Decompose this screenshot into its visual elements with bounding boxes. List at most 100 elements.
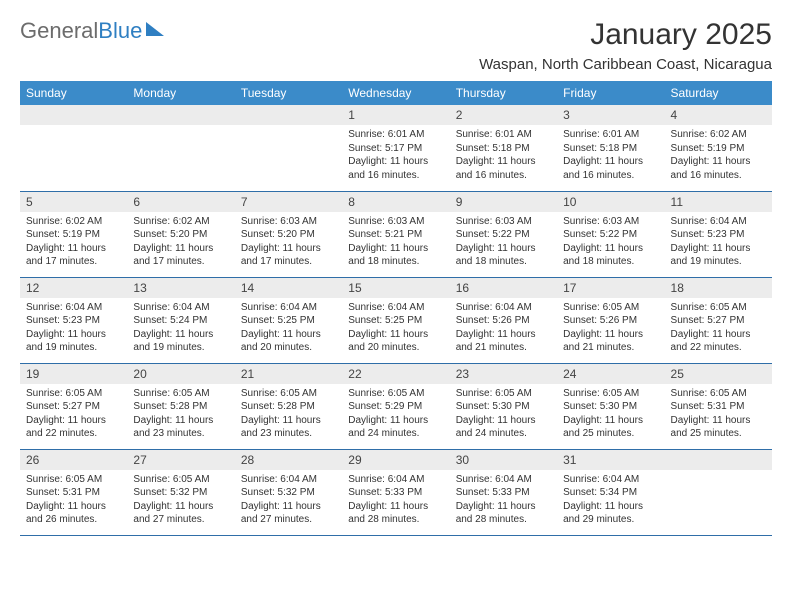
daylight-line: Daylight: 11 hours and 28 minutes.: [348, 500, 443, 527]
sunset-line: Sunset: 5:20 PM: [241, 228, 336, 242]
sunrise-line: Sunrise: 6:05 AM: [563, 301, 658, 315]
logo: GeneralBlue: [20, 18, 164, 44]
calendar-table: Sunday Monday Tuesday Wednesday Thursday…: [20, 81, 772, 536]
day-number: [127, 105, 234, 125]
daylight-line: Daylight: 11 hours and 18 minutes.: [456, 242, 551, 269]
day-number: 29: [342, 450, 449, 470]
weekday-header: Saturday: [665, 81, 772, 105]
sunset-line: Sunset: 5:22 PM: [456, 228, 551, 242]
sunrise-line: Sunrise: 6:05 AM: [26, 473, 121, 487]
day-number: 11: [665, 192, 772, 212]
calendar-cell: 21Sunrise: 6:05 AMSunset: 5:28 PMDayligh…: [235, 363, 342, 449]
sunset-line: Sunset: 5:29 PM: [348, 400, 443, 414]
sunrise-line: Sunrise: 6:01 AM: [563, 128, 658, 142]
daylight-line: Daylight: 11 hours and 17 minutes.: [241, 242, 336, 269]
sunrise-line: Sunrise: 6:04 AM: [348, 473, 443, 487]
day-number: [665, 450, 772, 470]
sunset-line: Sunset: 5:34 PM: [563, 486, 658, 500]
day-number: 13: [127, 278, 234, 298]
day-data: Sunrise: 6:03 AMSunset: 5:22 PMDaylight:…: [450, 212, 557, 273]
title-block: January 2025 Waspan, North Caribbean Coa…: [479, 18, 772, 73]
daylight-line: Daylight: 11 hours and 16 minutes.: [348, 155, 443, 182]
daylight-line: Daylight: 11 hours and 24 minutes.: [348, 414, 443, 441]
calendar-cell: 8Sunrise: 6:03 AMSunset: 5:21 PMDaylight…: [342, 191, 449, 277]
daylight-line: Daylight: 11 hours and 18 minutes.: [348, 242, 443, 269]
day-number: 22: [342, 364, 449, 384]
calendar-cell: 22Sunrise: 6:05 AMSunset: 5:29 PMDayligh…: [342, 363, 449, 449]
daylight-line: Daylight: 11 hours and 20 minutes.: [241, 328, 336, 355]
daylight-line: Daylight: 11 hours and 20 minutes.: [348, 328, 443, 355]
weekday-header: Friday: [557, 81, 664, 105]
day-number: 2: [450, 105, 557, 125]
daylight-line: Daylight: 11 hours and 16 minutes.: [671, 155, 766, 182]
sunset-line: Sunset: 5:27 PM: [671, 314, 766, 328]
sunrise-line: Sunrise: 6:05 AM: [133, 473, 228, 487]
day-number: 5: [20, 192, 127, 212]
sunrise-line: Sunrise: 6:05 AM: [133, 387, 228, 401]
daylight-line: Daylight: 11 hours and 16 minutes.: [563, 155, 658, 182]
day-number: 8: [342, 192, 449, 212]
daylight-line: Daylight: 11 hours and 27 minutes.: [133, 500, 228, 527]
day-data: [235, 125, 342, 175]
day-number: 14: [235, 278, 342, 298]
calendar-cell: 25Sunrise: 6:05 AMSunset: 5:31 PMDayligh…: [665, 363, 772, 449]
day-data: Sunrise: 6:04 AMSunset: 5:25 PMDaylight:…: [235, 298, 342, 359]
calendar-cell: 28Sunrise: 6:04 AMSunset: 5:32 PMDayligh…: [235, 449, 342, 535]
day-number: [20, 105, 127, 125]
calendar-cell: [235, 105, 342, 191]
calendar-cell: 17Sunrise: 6:05 AMSunset: 5:26 PMDayligh…: [557, 277, 664, 363]
sunset-line: Sunset: 5:31 PM: [671, 400, 766, 414]
calendar-cell: 26Sunrise: 6:05 AMSunset: 5:31 PMDayligh…: [20, 449, 127, 535]
day-data: Sunrise: 6:04 AMSunset: 5:25 PMDaylight:…: [342, 298, 449, 359]
calendar-week-row: 5Sunrise: 6:02 AMSunset: 5:19 PMDaylight…: [20, 191, 772, 277]
weekday-header-row: Sunday Monday Tuesday Wednesday Thursday…: [20, 81, 772, 105]
sunrise-line: Sunrise: 6:04 AM: [348, 301, 443, 315]
daylight-line: Daylight: 11 hours and 22 minutes.: [26, 414, 121, 441]
sunset-line: Sunset: 5:32 PM: [241, 486, 336, 500]
calendar-cell: 15Sunrise: 6:04 AMSunset: 5:25 PMDayligh…: [342, 277, 449, 363]
day-data: Sunrise: 6:04 AMSunset: 5:33 PMDaylight:…: [450, 470, 557, 531]
day-data: Sunrise: 6:04 AMSunset: 5:33 PMDaylight:…: [342, 470, 449, 531]
weekday-header: Wednesday: [342, 81, 449, 105]
day-number: 25: [665, 364, 772, 384]
day-data: Sunrise: 6:03 AMSunset: 5:20 PMDaylight:…: [235, 212, 342, 273]
day-number: 21: [235, 364, 342, 384]
header: GeneralBlue January 2025 Waspan, North C…: [20, 18, 772, 73]
day-number: 27: [127, 450, 234, 470]
day-data: Sunrise: 6:05 AMSunset: 5:32 PMDaylight:…: [127, 470, 234, 531]
calendar-cell: 27Sunrise: 6:05 AMSunset: 5:32 PMDayligh…: [127, 449, 234, 535]
calendar-week-row: 1Sunrise: 6:01 AMSunset: 5:17 PMDaylight…: [20, 105, 772, 191]
sunset-line: Sunset: 5:21 PM: [348, 228, 443, 242]
sunset-line: Sunset: 5:30 PM: [563, 400, 658, 414]
calendar-week-row: 26Sunrise: 6:05 AMSunset: 5:31 PMDayligh…: [20, 449, 772, 535]
day-number: 28: [235, 450, 342, 470]
day-data: Sunrise: 6:02 AMSunset: 5:19 PMDaylight:…: [665, 125, 772, 186]
calendar-cell: 2Sunrise: 6:01 AMSunset: 5:18 PMDaylight…: [450, 105, 557, 191]
sunrise-line: Sunrise: 6:05 AM: [26, 387, 121, 401]
calendar-week-row: 19Sunrise: 6:05 AMSunset: 5:27 PMDayligh…: [20, 363, 772, 449]
sunrise-line: Sunrise: 6:02 AM: [671, 128, 766, 142]
sunrise-line: Sunrise: 6:04 AM: [563, 473, 658, 487]
calendar-cell: 6Sunrise: 6:02 AMSunset: 5:20 PMDaylight…: [127, 191, 234, 277]
calendar-cell: 24Sunrise: 6:05 AMSunset: 5:30 PMDayligh…: [557, 363, 664, 449]
calendar-week-row: 12Sunrise: 6:04 AMSunset: 5:23 PMDayligh…: [20, 277, 772, 363]
daylight-line: Daylight: 11 hours and 17 minutes.: [133, 242, 228, 269]
day-data: Sunrise: 6:05 AMSunset: 5:28 PMDaylight:…: [235, 384, 342, 445]
location-text: Waspan, North Caribbean Coast, Nicaragua: [479, 56, 772, 73]
sunset-line: Sunset: 5:25 PM: [348, 314, 443, 328]
calendar-cell: 31Sunrise: 6:04 AMSunset: 5:34 PMDayligh…: [557, 449, 664, 535]
sunrise-line: Sunrise: 6:04 AM: [26, 301, 121, 315]
day-data: Sunrise: 6:04 AMSunset: 5:24 PMDaylight:…: [127, 298, 234, 359]
sunset-line: Sunset: 5:18 PM: [563, 142, 658, 156]
calendar-cell: 14Sunrise: 6:04 AMSunset: 5:25 PMDayligh…: [235, 277, 342, 363]
sunrise-line: Sunrise: 6:05 AM: [563, 387, 658, 401]
day-data: Sunrise: 6:01 AMSunset: 5:18 PMDaylight:…: [450, 125, 557, 186]
calendar-cell: 13Sunrise: 6:04 AMSunset: 5:24 PMDayligh…: [127, 277, 234, 363]
sunset-line: Sunset: 5:33 PM: [456, 486, 551, 500]
calendar-cell: 11Sunrise: 6:04 AMSunset: 5:23 PMDayligh…: [665, 191, 772, 277]
daylight-line: Daylight: 11 hours and 26 minutes.: [26, 500, 121, 527]
daylight-line: Daylight: 11 hours and 29 minutes.: [563, 500, 658, 527]
day-data: Sunrise: 6:03 AMSunset: 5:22 PMDaylight:…: [557, 212, 664, 273]
daylight-line: Daylight: 11 hours and 25 minutes.: [563, 414, 658, 441]
calendar-cell: 23Sunrise: 6:05 AMSunset: 5:30 PMDayligh…: [450, 363, 557, 449]
